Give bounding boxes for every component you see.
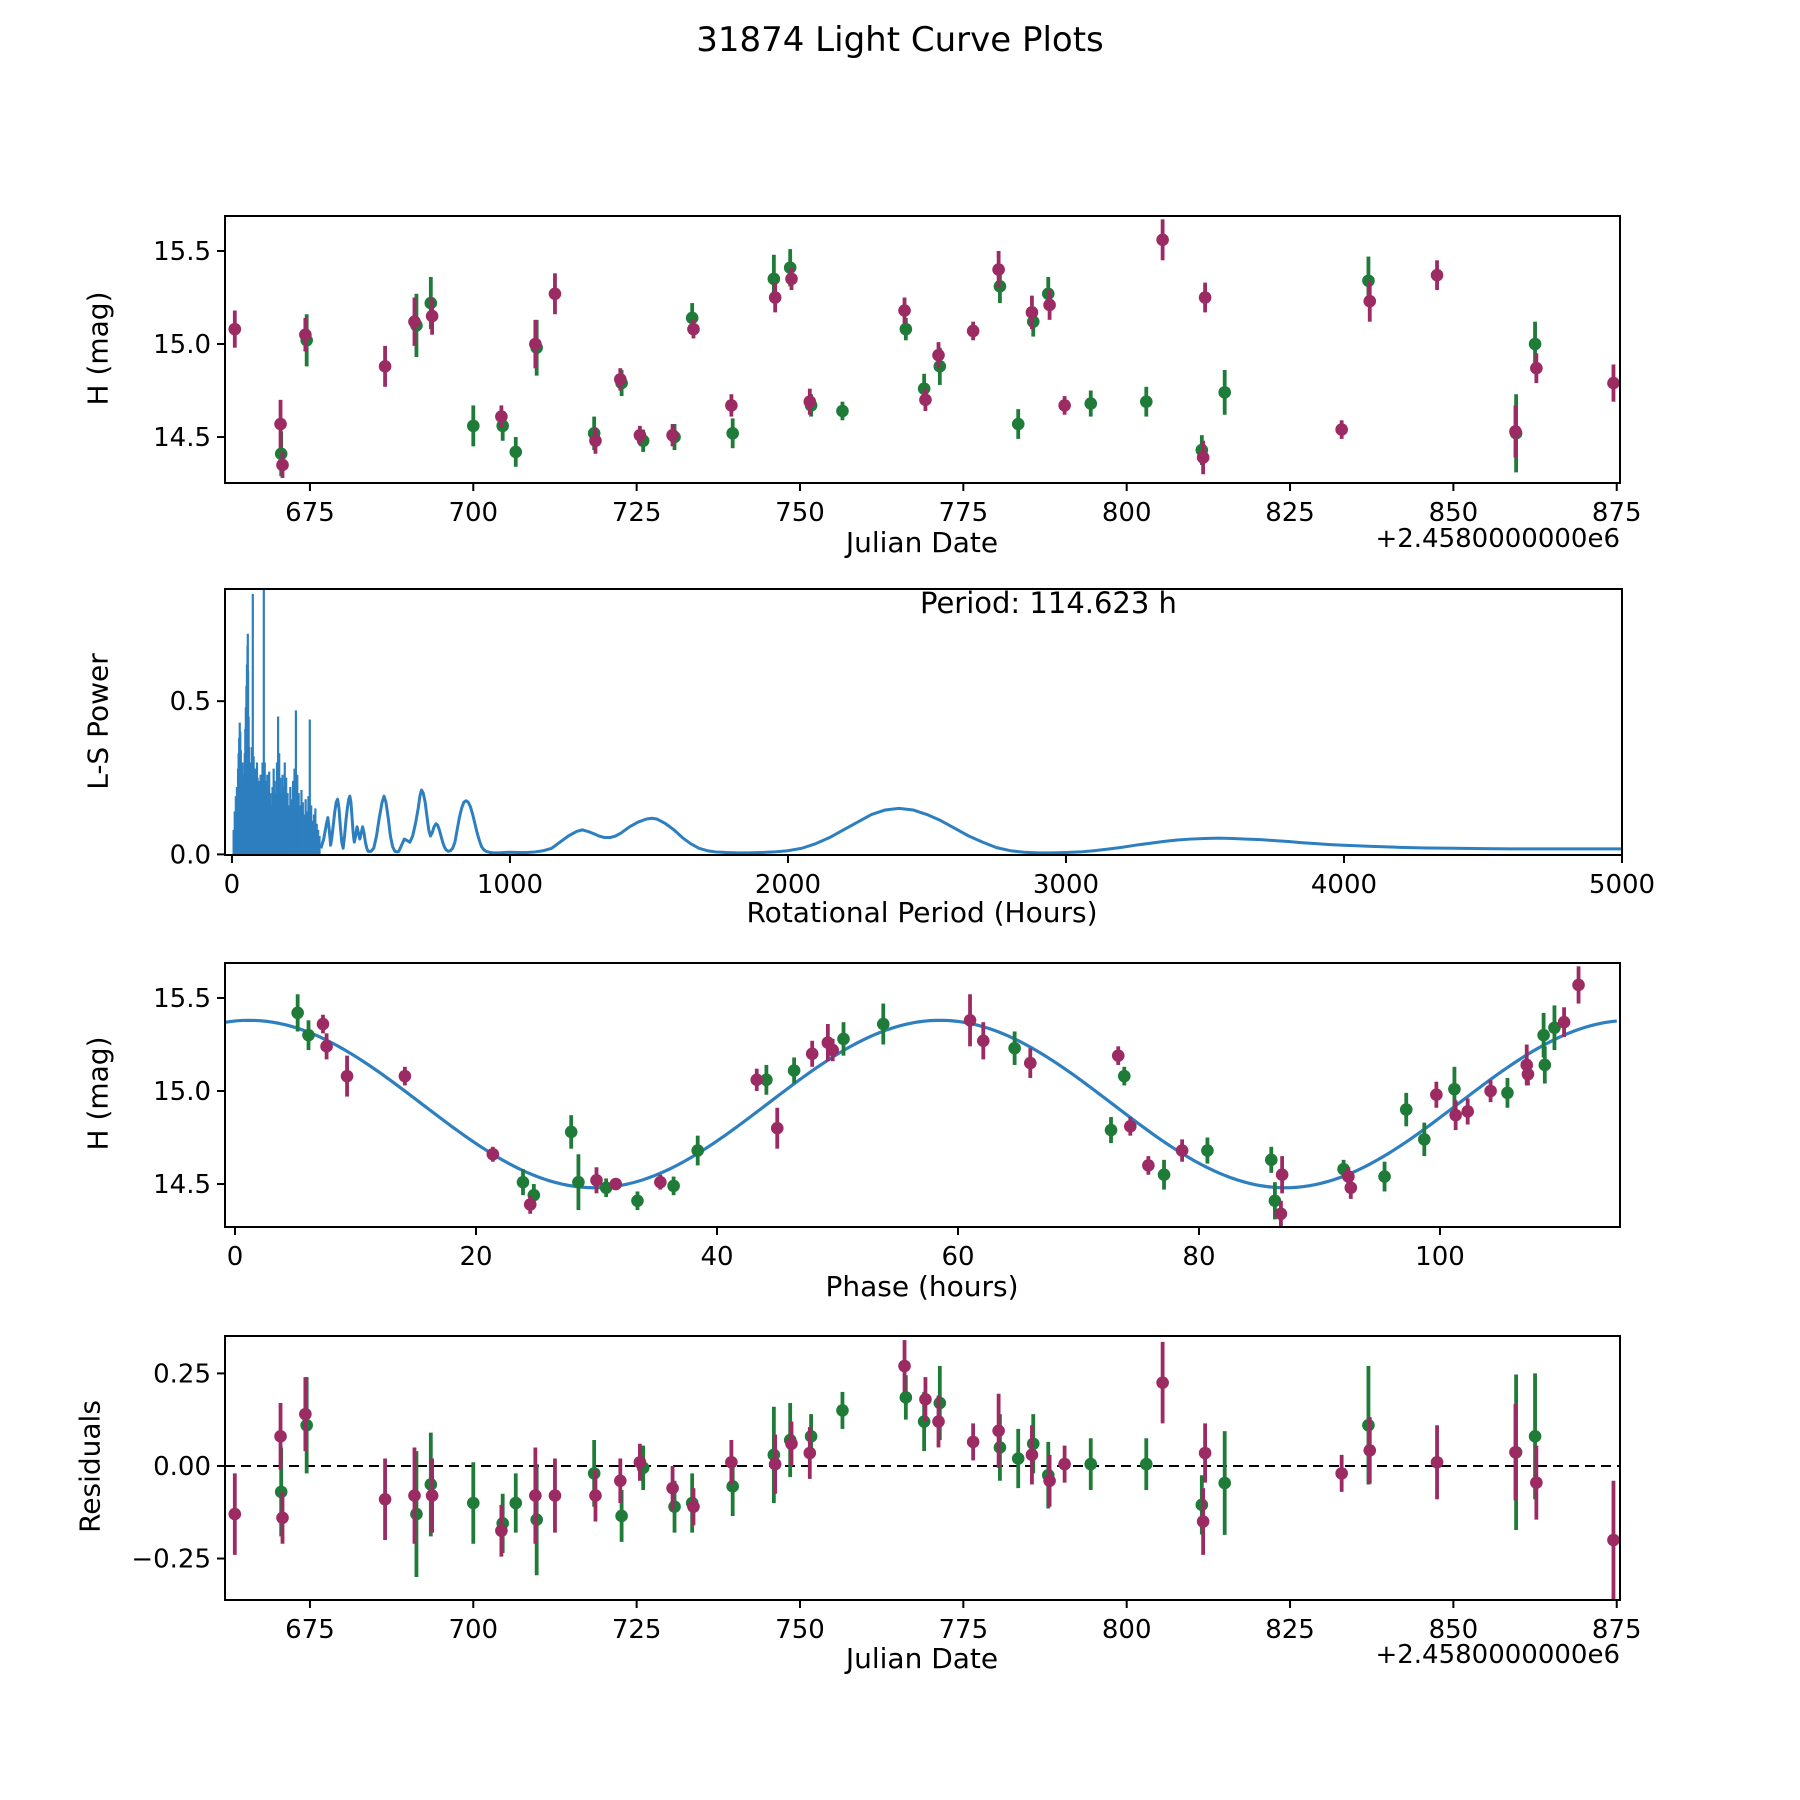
residuals-ylabel: Residuals (73, 1400, 107, 1533)
svg-text:875: 875 (1592, 498, 1642, 528)
svg-text:825: 825 (1265, 1615, 1315, 1645)
svg-text:750: 750 (775, 498, 825, 528)
svg-text:0.00: 0.00 (153, 1452, 211, 1482)
svg-text:0.25: 0.25 (153, 1359, 211, 1389)
svg-text:675: 675 (285, 1615, 335, 1645)
phase-xlabel: Phase (hours) (825, 1270, 1019, 1303)
svg-text:40: 40 (700, 1242, 733, 1272)
svg-text:5000: 5000 (1589, 870, 1655, 900)
svg-text:725: 725 (612, 1615, 662, 1645)
svg-text:15.5: 15.5 (153, 237, 211, 267)
svg-text:2000: 2000 (755, 870, 821, 900)
svg-text:4000: 4000 (1311, 870, 1377, 900)
svg-text:−0.25: −0.25 (131, 1545, 211, 1575)
residuals-axis-offset: +2.4580000000e6 (1375, 1640, 1620, 1670)
svg-text:14.5: 14.5 (153, 1170, 211, 1200)
svg-text:0: 0 (224, 870, 241, 900)
svg-text:800: 800 (1102, 1615, 1152, 1645)
svg-text:775: 775 (939, 498, 989, 528)
lightcurve-xlabel: Julian Date (845, 526, 999, 559)
svg-text:875: 875 (1592, 1615, 1642, 1645)
svg-text:675: 675 (285, 498, 335, 528)
svg-text:15.0: 15.0 (153, 1077, 211, 1107)
lightcurve-axis-offset: +2.4580000000e6 (1375, 524, 1620, 554)
periodogram-ylabel: L-S Power (81, 653, 115, 790)
svg-text:15.5: 15.5 (153, 984, 211, 1014)
svg-text:60: 60 (941, 1242, 974, 1272)
svg-text:850: 850 (1429, 1615, 1479, 1645)
phase-ylabel: H (mag) (81, 1036, 115, 1151)
svg-text:750: 750 (775, 1615, 825, 1645)
svg-text:700: 700 (448, 498, 498, 528)
svg-text:775: 775 (939, 1615, 989, 1645)
svg-text:825: 825 (1265, 498, 1315, 528)
figure-title: 31874 Light Curve Plots (696, 20, 1104, 60)
svg-text:15.0: 15.0 (153, 330, 211, 360)
svg-text:0.5: 0.5 (170, 687, 211, 717)
svg-text:20: 20 (459, 1242, 492, 1272)
svg-text:100: 100 (1415, 1242, 1465, 1272)
svg-text:725: 725 (612, 498, 662, 528)
periodogram-xlabel: Rotational Period (Hours) (746, 896, 1098, 929)
residuals-xlabel: Julian Date (845, 1642, 999, 1675)
svg-text:0: 0 (227, 1242, 244, 1272)
svg-text:3000: 3000 (1033, 870, 1099, 900)
svg-text:80: 80 (1182, 1242, 1215, 1272)
period-annotation: Period: 114.623 h (920, 586, 1177, 620)
svg-text:700: 700 (448, 1615, 498, 1645)
svg-text:0.0: 0.0 (170, 840, 211, 870)
svg-text:850: 850 (1429, 498, 1479, 528)
lightcurve-ylabel: H (mag) (81, 291, 115, 406)
svg-text:1000: 1000 (477, 870, 543, 900)
svg-text:800: 800 (1102, 498, 1152, 528)
svg-text:14.5: 14.5 (153, 423, 211, 453)
